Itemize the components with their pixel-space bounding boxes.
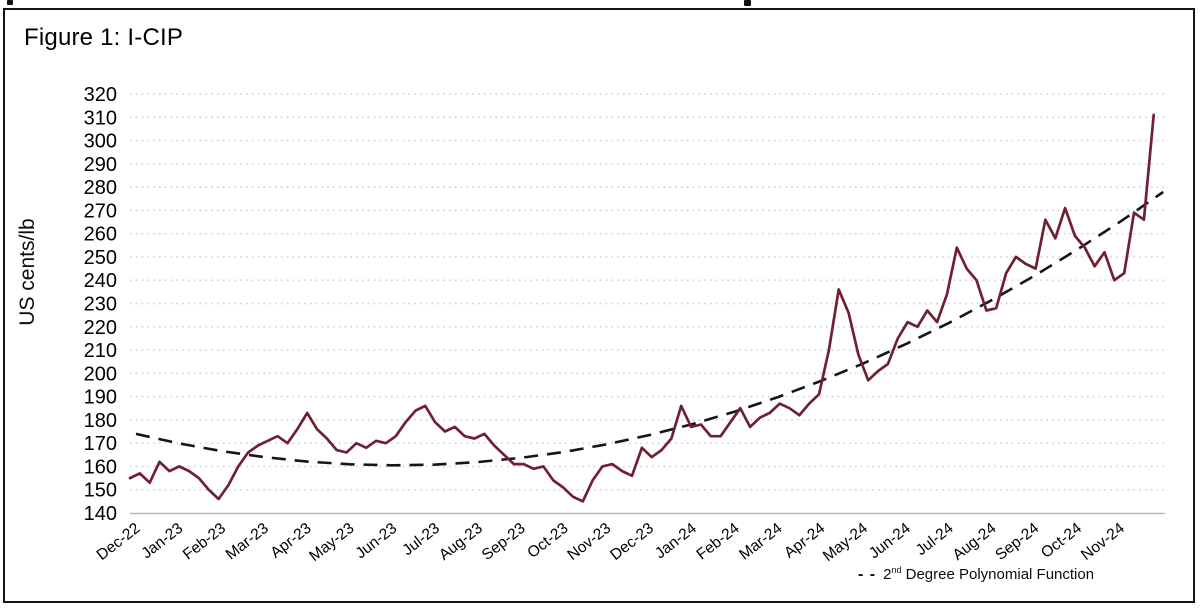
- y-tick-label: 310: [84, 107, 117, 129]
- x-tick-label: May-23: [306, 520, 357, 565]
- y-tick-label: 290: [84, 154, 117, 176]
- x-tick-label: Mar-23: [223, 520, 272, 564]
- y-tick-label: 140: [84, 503, 117, 525]
- chart-legend: - - 2nd Degree Polynomial Function: [858, 566, 1094, 584]
- x-tick-label: Dec-22: [94, 520, 144, 564]
- y-tick-label: 260: [84, 224, 117, 246]
- cropped-text-fragment-left: [7, 0, 13, 5]
- x-tick-label: Sep-24: [992, 520, 1042, 564]
- x-tick-label: Jun-23: [352, 520, 400, 563]
- x-tick-label: Apr-23: [268, 520, 315, 562]
- x-tick-label: Aug-23: [436, 520, 486, 564]
- figure-title: Figure 1: I-CIP: [24, 24, 184, 51]
- x-tick-label: Sep-23: [479, 520, 529, 564]
- x-tick-label: Oct-24: [1038, 520, 1085, 562]
- y-tick-label: 270: [84, 200, 117, 222]
- y-tick-label: 190: [84, 387, 117, 409]
- x-tick-label: Jun-24: [866, 520, 914, 563]
- x-tick-label: Aug-24: [950, 520, 1000, 564]
- y-tick-label: 230: [84, 293, 117, 315]
- x-tick-label: Apr-24: [781, 520, 828, 562]
- y-tick-label: 300: [84, 131, 117, 153]
- y-tick-label: 240: [84, 270, 117, 292]
- y-tick-label: 320: [84, 84, 117, 106]
- x-tick-label: Nov-24: [1078, 520, 1128, 564]
- x-tick-label: Oct-23: [524, 520, 571, 562]
- trend-line-polynomial: [135, 190, 1164, 467]
- x-tick-label: Jul-23: [399, 520, 443, 559]
- y-tick-label: 200: [84, 363, 117, 385]
- y-tick-label: 180: [84, 410, 117, 432]
- y-tick-label: 280: [84, 177, 117, 199]
- x-tick-label: Dec-23: [607, 520, 657, 564]
- icip-price-line: [128, 113, 1156, 503]
- x-tick-label: Feb-24: [693, 520, 742, 564]
- x-tick-label: Feb-23: [180, 520, 229, 564]
- x-tick-label: Jan-23: [138, 520, 186, 563]
- x-tick-label: May-24: [820, 520, 871, 565]
- y-tick-label: 170: [84, 433, 117, 455]
- x-tick-label: Jan-24: [652, 520, 700, 563]
- x-tick-label: Jul-24: [913, 520, 957, 560]
- legend-label: 2nd Degree Polynomial Function: [883, 565, 1095, 584]
- y-tick-label: 210: [84, 340, 117, 362]
- x-tick-label: Mar-24: [736, 520, 785, 564]
- y-tick-label: 160: [84, 456, 117, 478]
- x-tick-label: Nov-23: [564, 520, 614, 564]
- y-tick-label: 150: [84, 480, 117, 502]
- cropped-text-fragment-middle: [744, 0, 751, 6]
- y-tick-label: 220: [84, 317, 117, 339]
- y-tick-label: 250: [84, 247, 117, 269]
- legend-dash-icon: - -: [858, 566, 877, 583]
